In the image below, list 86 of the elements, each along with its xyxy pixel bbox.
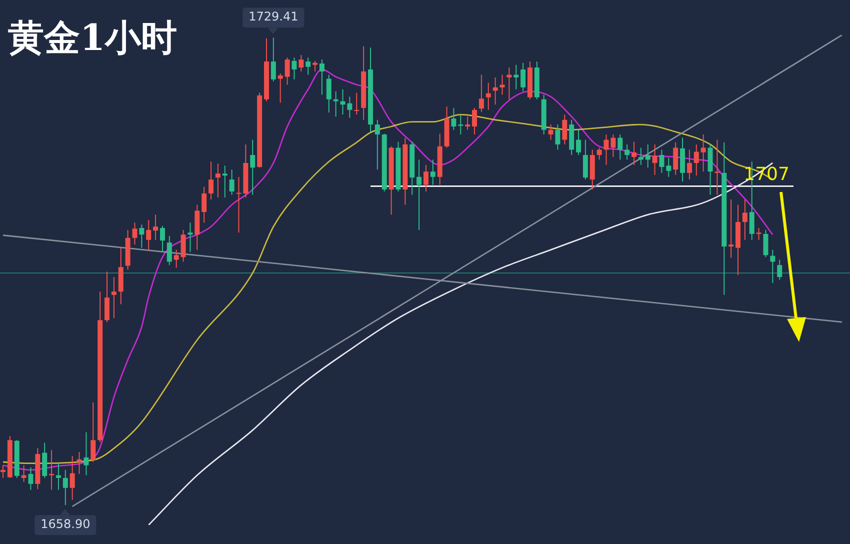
candlestick: [229, 169, 234, 196]
candlestick: [430, 159, 436, 186]
candlestick: [250, 139, 256, 196]
candlestick: [180, 229, 186, 262]
candlestick: [770, 249, 776, 284]
candlestick: [465, 116, 470, 130]
candlestick: [423, 164, 428, 192]
candlestick: [686, 149, 692, 180]
candlestick: [451, 107, 456, 130]
candlestick: [756, 227, 762, 240]
candlestick: [278, 72, 283, 104]
candlestick: [638, 147, 644, 166]
candlestick: [742, 198, 748, 240]
candlestick: [576, 129, 582, 156]
candlestick: [478, 74, 484, 112]
candlestick: [319, 59, 324, 96]
candlestick: [326, 74, 332, 114]
candlestick: [132, 222, 138, 246]
candlestick: [70, 456, 75, 500]
candlestick: [728, 198, 734, 258]
annotation: 1729.41: [248, 10, 298, 24]
candlestick: [604, 134, 609, 166]
annotation: 1658.90: [40, 517, 90, 532]
candlestick: [354, 92, 360, 116]
candlestick: [292, 57, 297, 80]
candlestick: [166, 235, 172, 266]
candlestick: [84, 432, 89, 476]
candlestick: [333, 90, 338, 118]
candlestick: [56, 462, 61, 490]
candlestick: [90, 402, 96, 463]
candlestick: [42, 442, 48, 478]
candlestick: [374, 119, 380, 170]
candlestick: [222, 165, 228, 198]
candlestick: [700, 134, 706, 172]
candlestick: [194, 204, 200, 250]
candlestick: [174, 249, 179, 268]
candlestick: [202, 186, 207, 224]
candlestick: [188, 222, 193, 252]
candlestick: [21, 464, 26, 482]
candlestick: [562, 114, 568, 145]
candlestick: [582, 139, 588, 180]
candlestick: [0, 464, 6, 478]
candlestick: [416, 159, 422, 230]
candlestick: [146, 219, 152, 250]
candlestick: [624, 144, 630, 160]
candlestick: [76, 452, 82, 474]
candlestick: [492, 76, 498, 106]
candlestick: [139, 224, 144, 248]
candlestick: [500, 74, 505, 96]
chart-title: 黄金1小时: [8, 16, 178, 61]
candlestick: [777, 259, 782, 280]
candlestick: [645, 144, 650, 168]
candlestick: [62, 469, 68, 506]
candlestick: [49, 450, 54, 490]
candlestick: [298, 54, 304, 72]
candlestick: [306, 57, 311, 76]
candlestick: [284, 57, 290, 86]
candlestick: [666, 157, 672, 178]
candlestick: [208, 161, 214, 200]
candlestick: [548, 124, 554, 140]
candlestick: [708, 144, 713, 196]
candlestick: [160, 225, 165, 252]
candlestick: [312, 60, 318, 72]
candlestick: [514, 64, 519, 90]
candlestick: [506, 66, 512, 100]
candlestick: [104, 271, 110, 323]
candlestick: [763, 229, 768, 258]
candlestick: [610, 134, 616, 158]
candlestick: [596, 147, 602, 160]
candlestick: [153, 214, 158, 240]
candlestick: [673, 142, 678, 176]
candlestick: [555, 124, 560, 150]
candlestick: [472, 107, 478, 135]
candlestick: [458, 114, 464, 135]
candlestick: [631, 141, 636, 166]
candlestick: [270, 37, 276, 82]
candlestick: [520, 62, 526, 92]
candlestick: [659, 149, 664, 174]
candlestick: [694, 144, 699, 176]
candlestick: [28, 466, 34, 490]
candlestick: [652, 144, 658, 176]
candlestick: [215, 163, 220, 198]
candlestick: [111, 276, 116, 319]
candlestick: [714, 139, 720, 196]
candlestick: [618, 134, 623, 160]
candlestick: [486, 82, 491, 110]
